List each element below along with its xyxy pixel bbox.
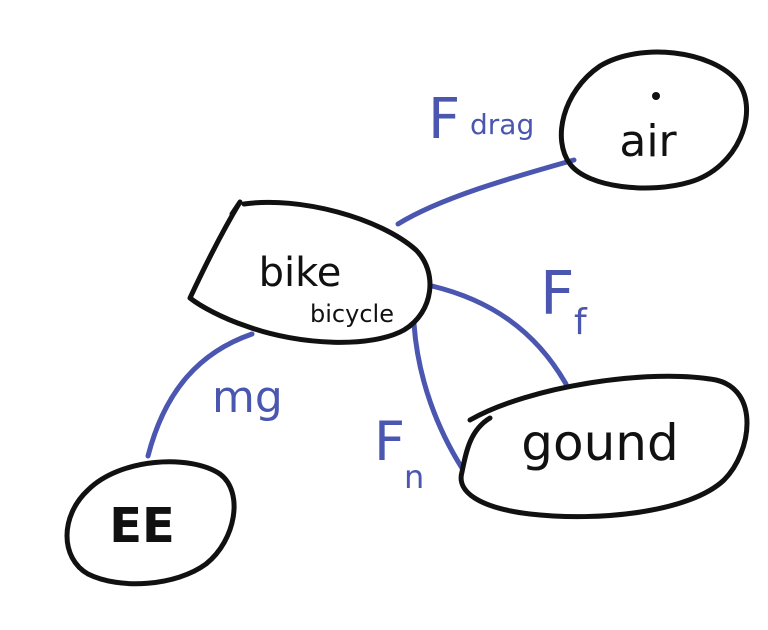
node-ground-outline	[458, 373, 750, 520]
node-earth-outline	[64, 459, 237, 587]
edge-drag-label-subscript: drag	[470, 108, 534, 141]
node-bike-label: bike	[259, 250, 342, 296]
edge-friction-label-subscript: f	[574, 302, 588, 343]
node-ground-label: gound	[521, 414, 678, 472]
node-earth-label: EE	[109, 498, 175, 554]
edge-normal-label-subscript: n	[404, 458, 424, 496]
edge-normal-label-main: F	[374, 410, 405, 473]
edge-gravity-label: mg	[212, 372, 283, 423]
node-bike-outline	[187, 199, 433, 345]
node-air-dot	[652, 92, 660, 100]
edge-gravity	[145, 331, 255, 459]
node-bike-sublabel: bicycle	[310, 300, 394, 328]
edge-drag-label-main: F	[428, 87, 460, 152]
edge-friction-label-main: F	[540, 259, 575, 329]
edge-friction	[429, 283, 569, 387]
edge-normal-label: F n	[374, 410, 424, 496]
edge-drag-label: F drag	[428, 87, 534, 152]
edge-friction-label: F f	[540, 259, 588, 343]
edge-drag	[395, 157, 577, 227]
node-air-label: air	[619, 116, 677, 167]
node-air-outline	[558, 49, 749, 191]
edge-normal	[411, 321, 465, 471]
